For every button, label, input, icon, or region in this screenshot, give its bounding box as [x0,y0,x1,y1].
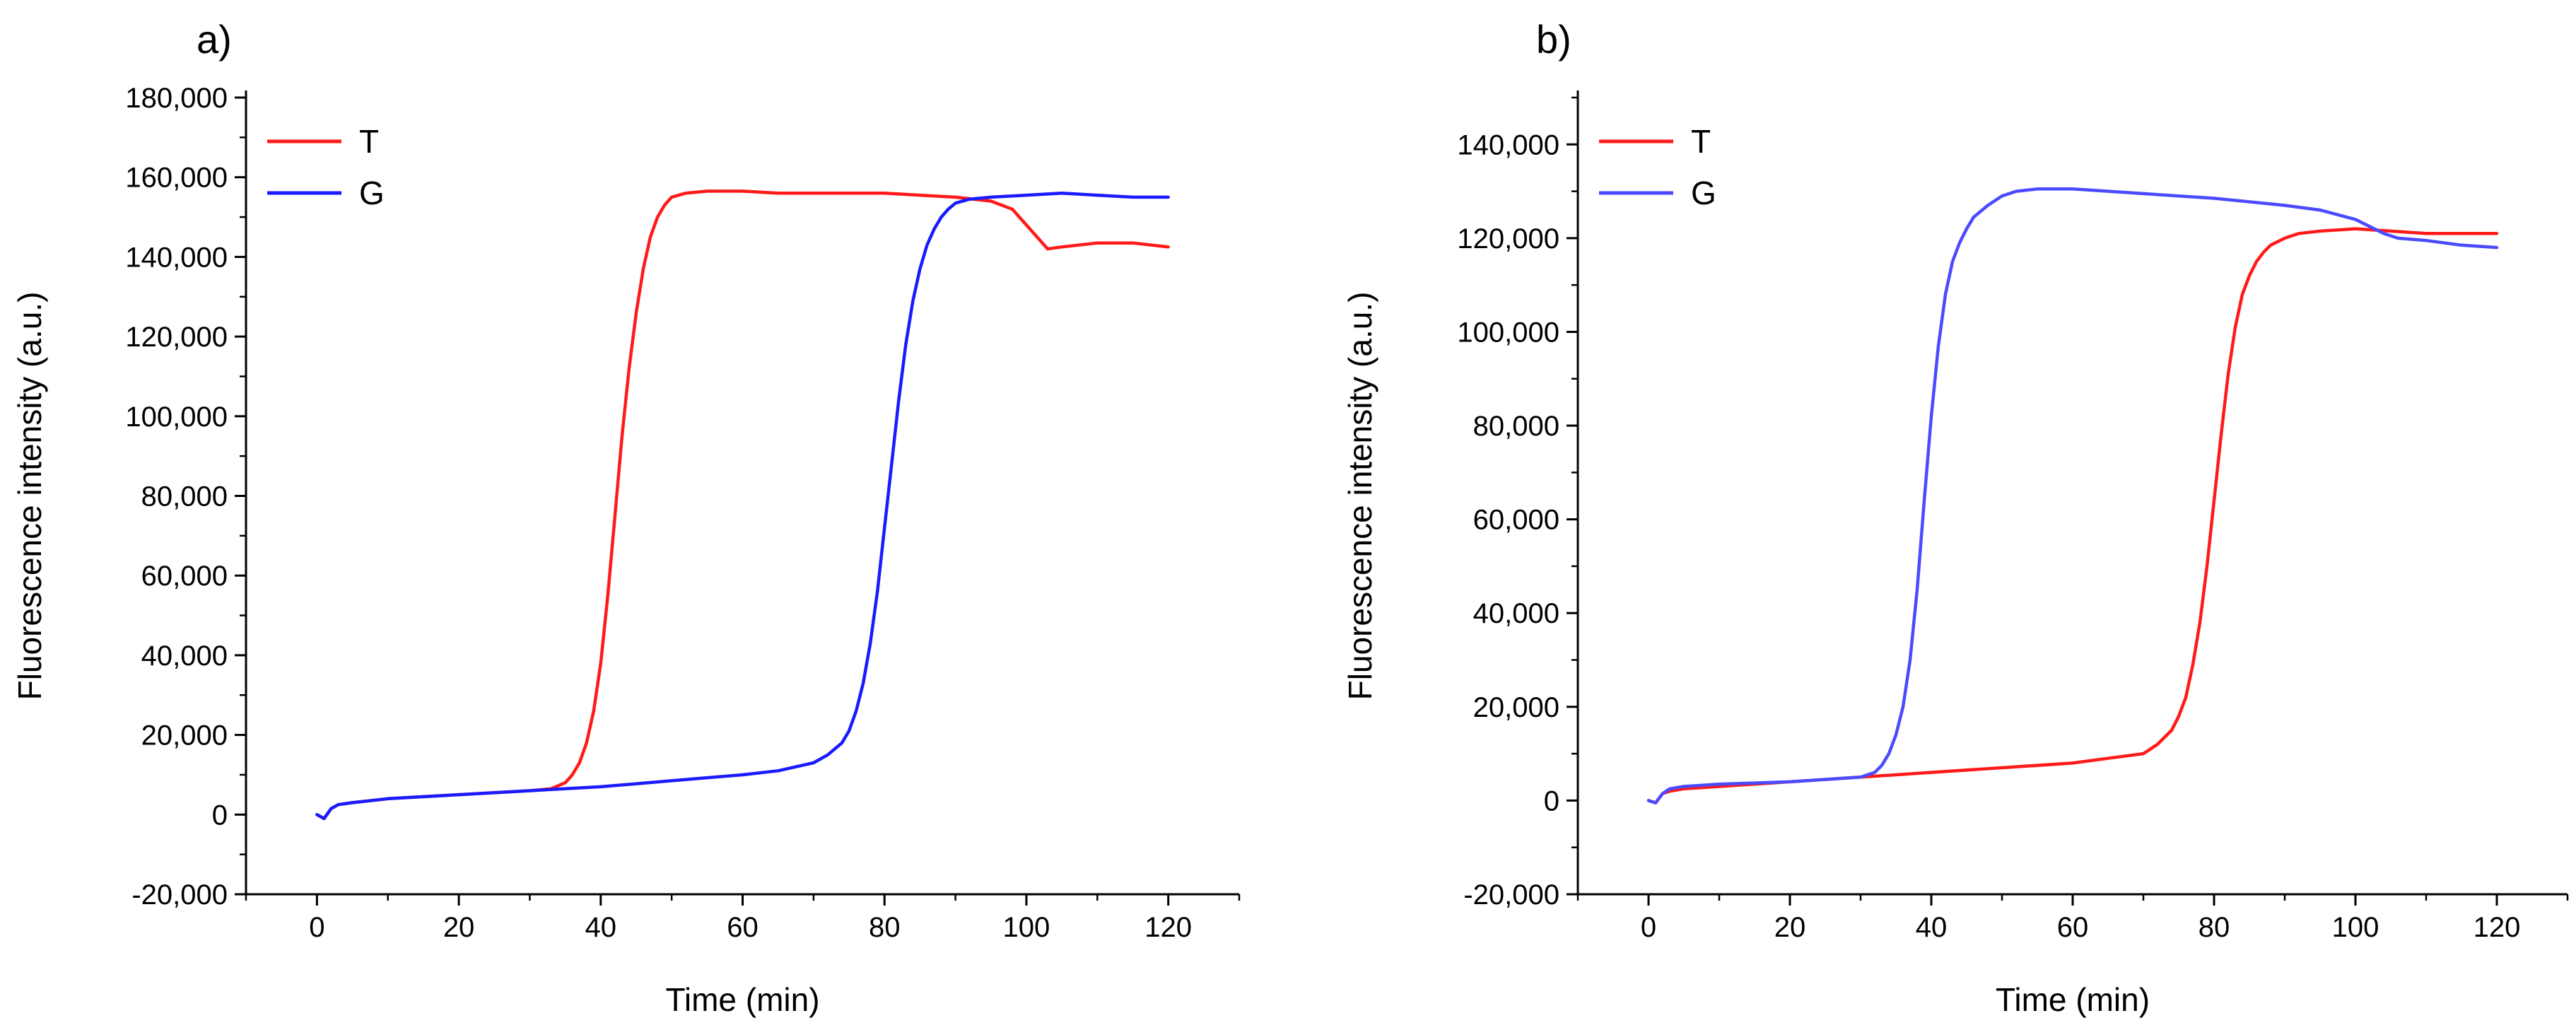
x-axis-label: Time (min) [665,981,819,1018]
y-tick-label: 20,000 [1473,692,1559,723]
x-tick-label: 80 [869,912,901,943]
x-tick-label: 0 [309,912,324,943]
x-tick-label: 80 [2199,912,2230,943]
series-line-t [315,189,1170,821]
legend-label-g: G [359,175,385,211]
y-tick-label: 40,000 [141,640,228,672]
x-tick-label: 40 [585,912,617,943]
x-tick-label: 20 [443,912,475,943]
x-tick-label: 120 [2473,912,2521,943]
y-tick-label: 120,000 [1457,223,1559,254]
y-tick-label: 140,000 [1457,129,1559,160]
y-tick-label: -20,000 [131,879,228,911]
x-tick-label: 0 [1641,912,1656,943]
chart-panel-a: a) 0 20 40 60 80 100 120 -20,000 0 20,000 40,000 60,… [11,17,1241,1018]
y-tick-label: 40,000 [1473,598,1559,629]
panel-label: a) [197,17,232,62]
y-tick-label: 20,000 [141,720,228,751]
chart-panel-b: b) 0 20 40 60 80 100 120 -20,000 0 20,000 40,000 60,… [1342,17,2569,1018]
series-line-g [1646,187,2499,804]
x-tick-label: 100 [2332,912,2379,943]
y-tick-label: 100,000 [1457,317,1559,348]
y-tick-label: 0 [1544,785,1559,817]
y-tick-label: -20,000 [1463,879,1559,911]
series-line-g [315,191,1170,821]
y-tick-label: 140,000 [125,242,228,273]
x-axis-label: Time (min) [1996,981,2150,1018]
y-axis-label: Fluorescence intensity (a.u.) [11,292,48,701]
x-tick-label: 20 [1774,912,1806,943]
y-tick-label: 80,000 [1473,411,1559,442]
y-tick-label: 80,000 [141,481,228,513]
x-tick-label: 100 [1003,912,1050,943]
y-tick-label: 180,000 [125,83,228,114]
legend: TG [1599,123,1716,211]
y-tick-label: 120,000 [125,322,228,353]
legend: TG [267,123,385,211]
x-tick-label: 60 [2057,912,2089,943]
y-tick-label: 60,000 [1473,505,1559,536]
y-tick-label: 160,000 [125,163,228,194]
y-axis-label: Fluorescence intensity (a.u.) [1342,292,1378,701]
series-line-t [1646,227,2499,804]
x-tick-label: 120 [1144,912,1192,943]
legend-label-g: G [1691,175,1716,211]
y-tick-label: 100,000 [125,402,228,433]
legend-label-t: T [359,123,379,160]
y-tick-label: 60,000 [141,561,228,592]
panel-label: b) [1536,17,1571,62]
y-tick-label: 0 [212,800,228,831]
x-tick-label: 40 [1916,912,1948,943]
x-tick-label: 60 [727,912,759,943]
legend-label-t: T [1691,123,1711,160]
